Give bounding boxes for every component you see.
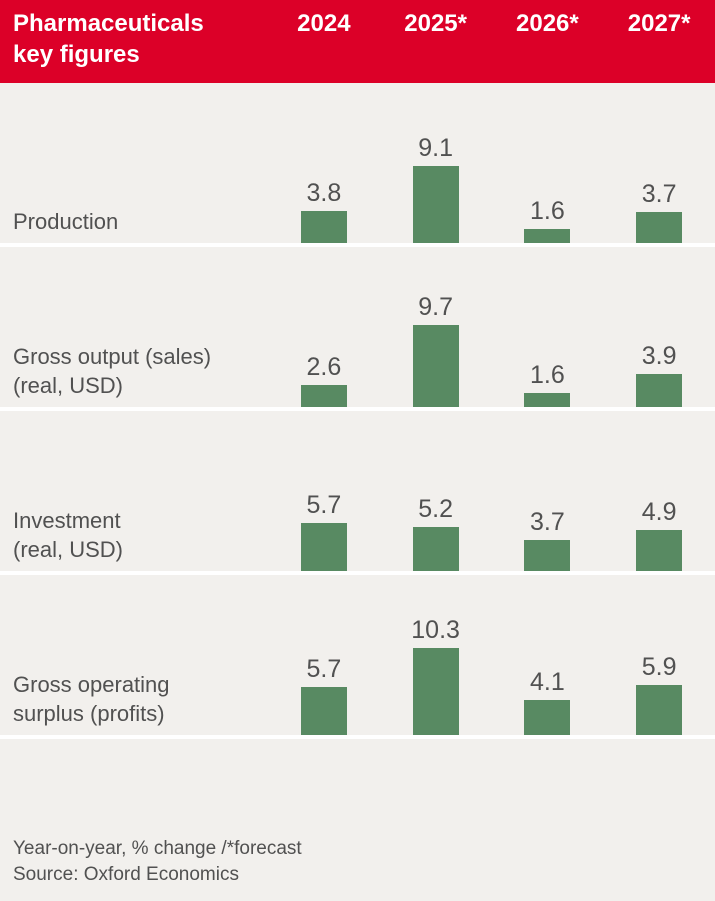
bar-value-label: 3.7 [529, 507, 565, 536]
bar-cell: 5.7 [268, 575, 380, 735]
bar-value-label: 1.6 [529, 197, 565, 226]
bar [300, 522, 347, 571]
chart-rows: Production 3.8 9.1 1.6 3.7 Gross output (sale… [0, 83, 715, 739]
bar [412, 527, 459, 571]
row-label: Gross output (sales) (real, USD) [13, 343, 212, 398]
bar [636, 374, 683, 407]
bar-cell: 10.3 [380, 575, 492, 735]
row-label: Production [13, 208, 119, 234]
bar [636, 211, 683, 243]
bar [300, 385, 347, 407]
bar-cell: 4.1 [492, 575, 604, 735]
bar [524, 700, 571, 735]
bar-cell: 9.7 [380, 247, 492, 407]
footnote: Year-on-year, % change /*forecast [13, 837, 302, 859]
bar-cell: 1.6 [492, 83, 604, 243]
bar-value-label: 9.7 [418, 293, 453, 322]
bar-value-label: 3.9 [641, 342, 677, 371]
bar-value-label: 5.7 [306, 654, 342, 683]
bar-cell: 3.7 [492, 411, 604, 571]
bar-cell: 3.9 [603, 247, 715, 407]
bar [300, 210, 347, 243]
column-header-2027: 2027* [627, 10, 691, 37]
bar-cell: 3.8 [268, 83, 380, 243]
bar-value-label: 4.9 [641, 497, 677, 526]
bar-cell: 5.9 [603, 575, 715, 735]
chart-row: Investment (real, USD) 5.7 5.2 3.7 4.9 [0, 411, 715, 575]
bar [636, 685, 683, 735]
page-title: Pharmaceuticals key figures [13, 10, 204, 68]
row-label: Investment (real, USD) [13, 507, 124, 562]
bar-value-label: 3.8 [306, 178, 342, 207]
bar-value-label: 4.1 [529, 668, 565, 697]
bar-value-label: 10.3 [411, 615, 460, 644]
column-header-2024: 2024 [297, 10, 351, 37]
bar [300, 686, 347, 735]
bar-value-label: 5.9 [641, 653, 677, 682]
bar-cell: 5.7 [268, 411, 380, 571]
bar-cell: 1.6 [492, 247, 604, 407]
bar-cell: 5.2 [380, 411, 492, 571]
bar-cell: 3.7 [603, 83, 715, 243]
bar [412, 166, 459, 243]
column-header-2025: 2025* [404, 10, 467, 37]
bar-value-label: 5.7 [306, 490, 342, 519]
source-line: Source: Oxford Economics [13, 864, 239, 886]
bar-value-label: 1.6 [529, 361, 565, 390]
chart-footer: Year-on-year, % change /*forecast Source… [0, 739, 715, 901]
bar-cell: 4.9 [603, 411, 715, 571]
bar-cell: 2.6 [268, 247, 380, 407]
chart-row: Gross operating surplus (profits) 5.7 10.3… [0, 575, 715, 739]
table-header: Pharmaceuticals key figures 2024 2025* 2… [0, 0, 715, 83]
row-label: Gross operating surplus (profits) [13, 671, 170, 726]
bar [412, 325, 459, 407]
bar-value-label: 2.6 [306, 353, 342, 382]
column-header-2026: 2026* [516, 10, 579, 37]
bar [412, 647, 459, 735]
bar [524, 393, 571, 407]
bar-cell: 9.1 [380, 83, 492, 243]
bar-value-label: 3.7 [641, 179, 677, 208]
bar [524, 539, 571, 571]
bar [524, 229, 571, 243]
chart-row: Production 3.8 9.1 1.6 3.7 [0, 83, 715, 247]
bar-value-label: 9.1 [418, 134, 453, 163]
bar-value-label: 5.2 [418, 495, 453, 524]
bar [636, 529, 683, 571]
chart-row: Gross output (sales) (real, USD) 2.6 9.7 1.… [0, 247, 715, 411]
